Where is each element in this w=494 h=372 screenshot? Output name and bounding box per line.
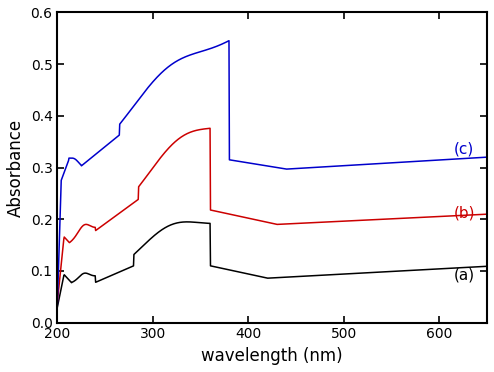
- Text: (c): (c): [453, 142, 474, 157]
- Text: (a): (a): [453, 267, 475, 283]
- Text: (b): (b): [453, 206, 475, 221]
- Y-axis label: Absorbance: Absorbance: [7, 118, 25, 217]
- X-axis label: wavelength (nm): wavelength (nm): [202, 347, 343, 365]
